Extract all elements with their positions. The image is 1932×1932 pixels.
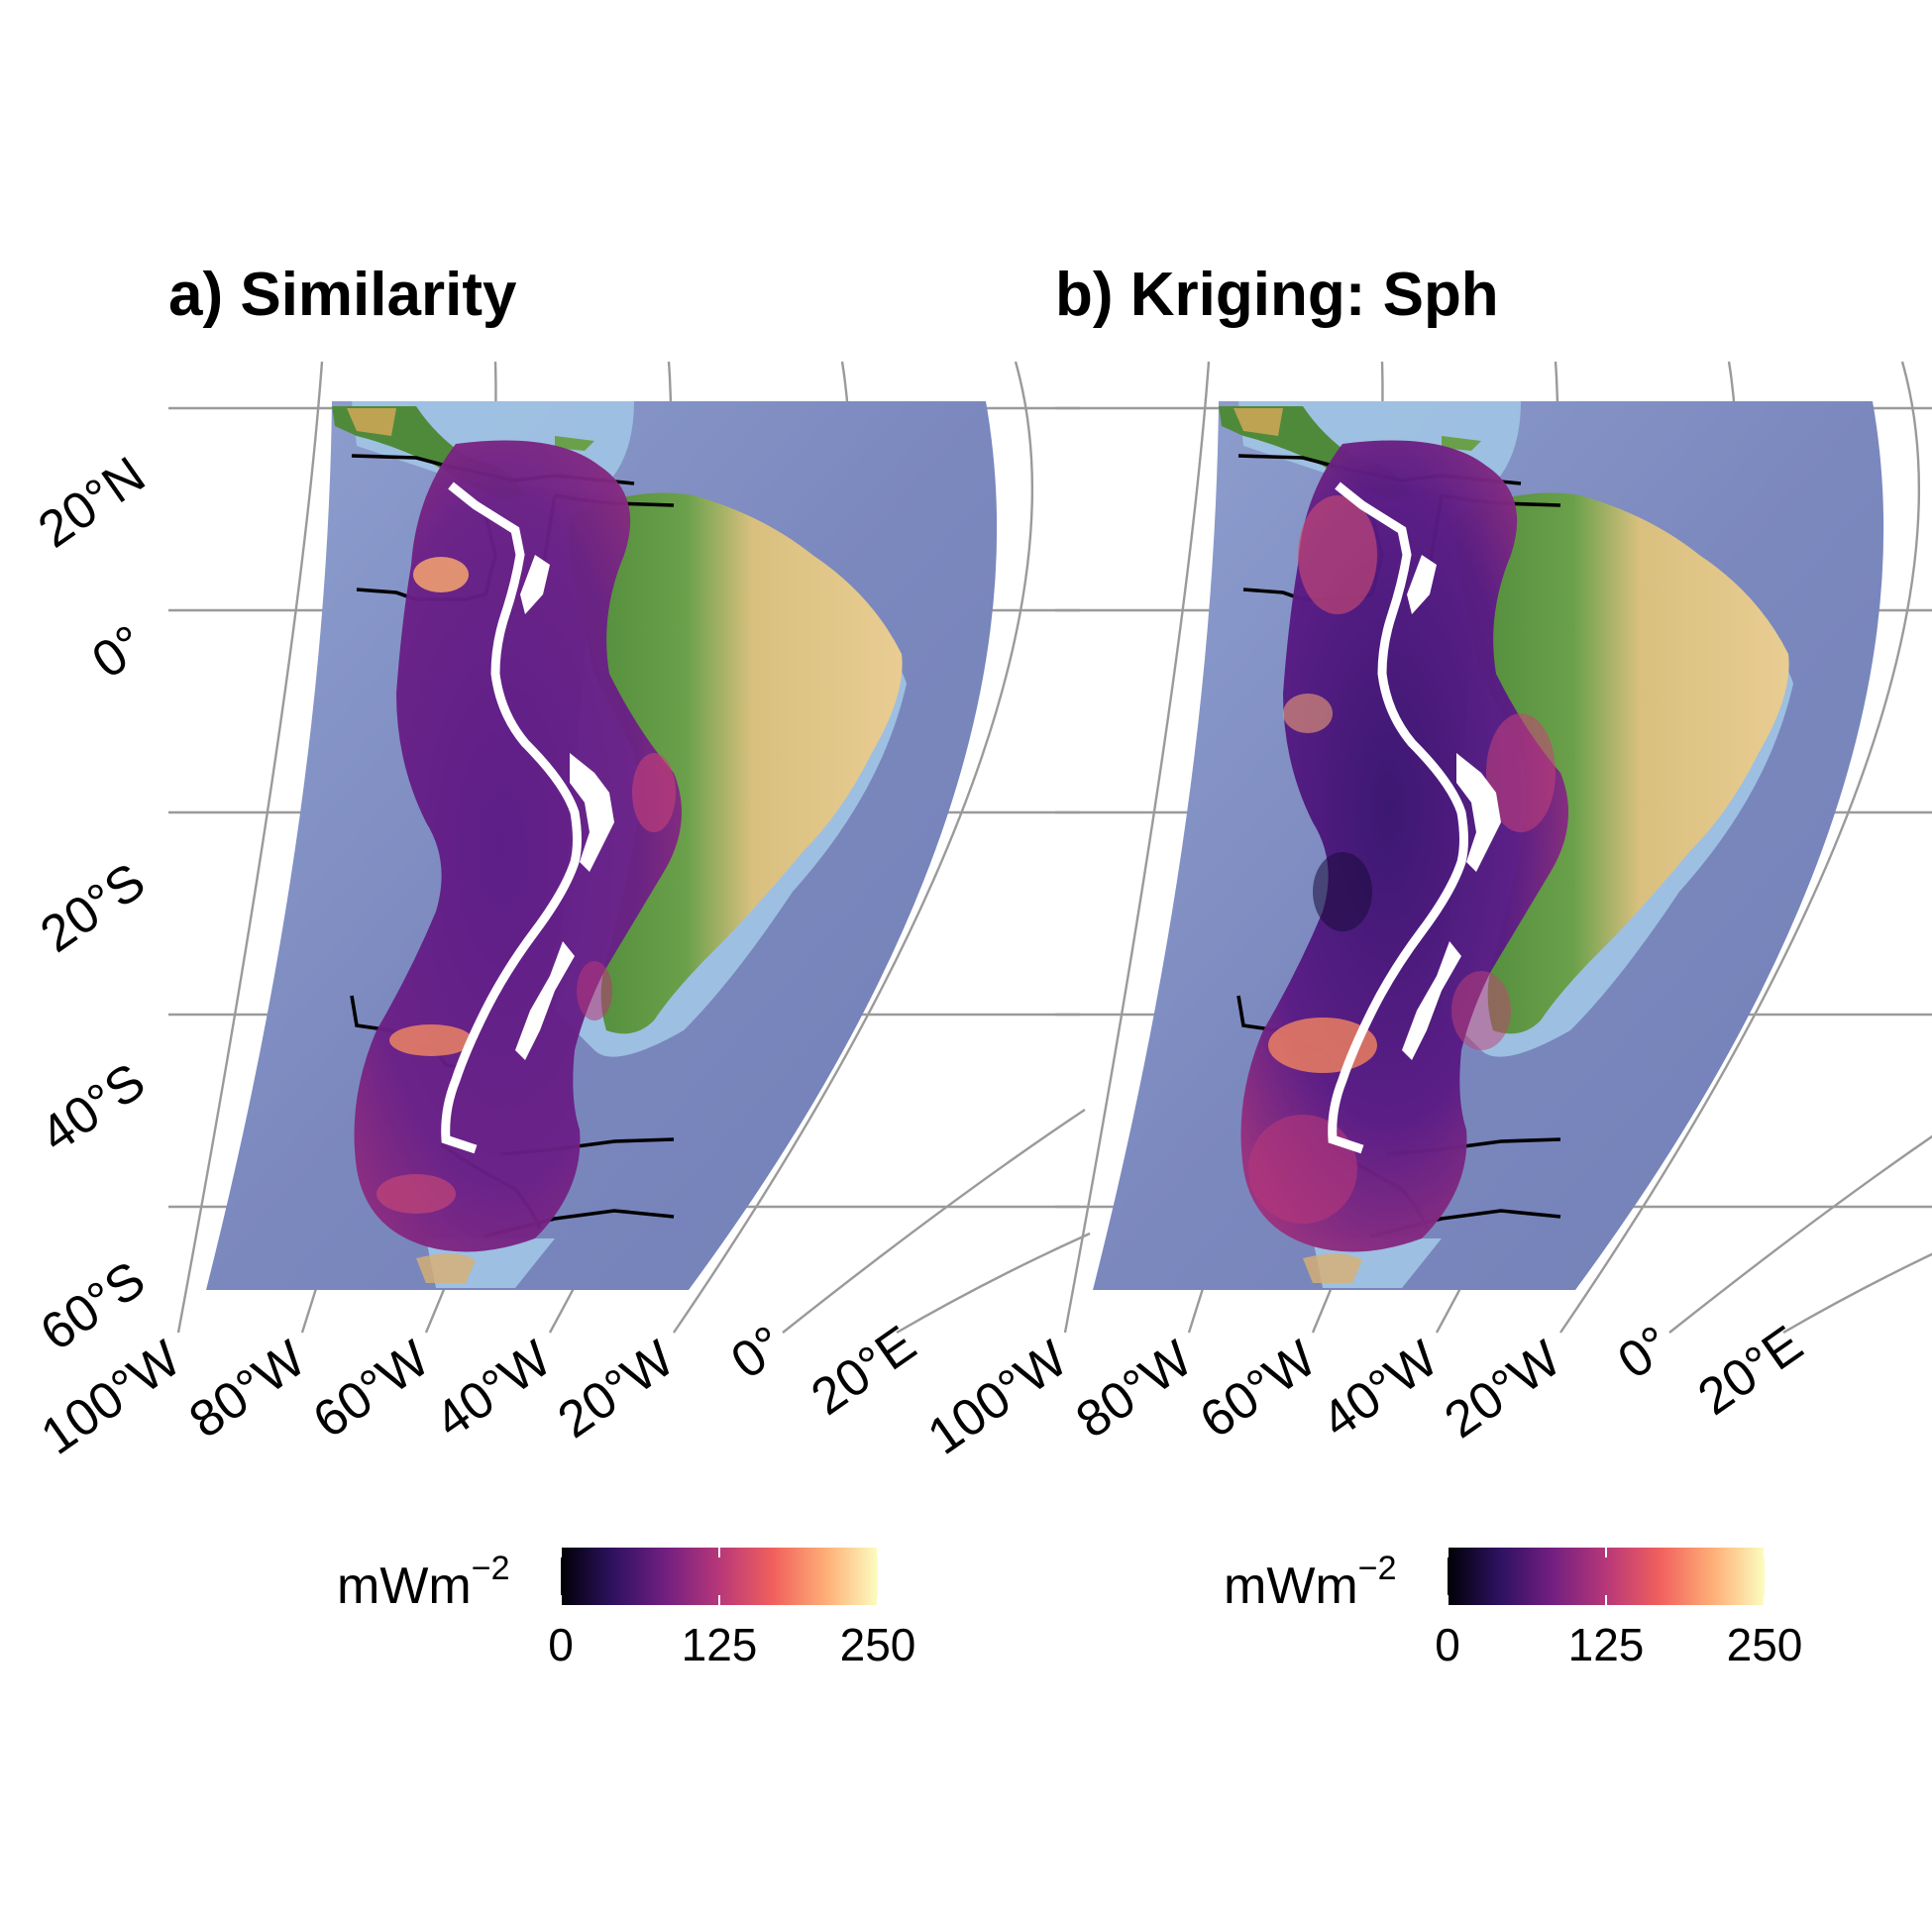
legend-a-unit: mWm (337, 1557, 472, 1615)
legend-b-tick-0: 0 (1435, 1619, 1460, 1670)
panel-b-lon-label-60w: 60°W (1190, 1330, 1327, 1449)
panel-b-lon-label-80w: 80°W (1066, 1330, 1203, 1449)
panel-b-lon-label-20w: 20°W (1435, 1330, 1571, 1449)
panel-a-map (166, 360, 1092, 1335)
panel-b-lon-label-40w: 40°W (1312, 1330, 1449, 1449)
panel-a-lat-label-20n: 20°N (28, 446, 155, 559)
panel-a-lon-label-0: 0° (721, 1315, 795, 1390)
panel-b-map (1053, 360, 1932, 1335)
legend-a: mWm−2 0 125 250 (337, 1548, 915, 1670)
legend-b-tick-125: 125 (1568, 1619, 1645, 1670)
panel-a-lat-label-0: 0° (82, 614, 156, 690)
panel-a-lon-label-20w: 20°W (548, 1330, 685, 1449)
legend-b-unit-exponent: −2 (1358, 1550, 1397, 1587)
panel-a-lat-label-40s: 40°S (31, 1052, 156, 1164)
legend-b: mWm−2 0 125 250 (1224, 1548, 1802, 1670)
panel-a-lon-label-60w: 60°W (303, 1330, 440, 1449)
panel-b: b) Kriging: Sph 20°N 100°W 80°W 60°W 40°… (917, 261, 1932, 1466)
panel-b-title: b) Kriging: Sph (1055, 261, 1499, 329)
legend-a-tick-0: 0 (548, 1619, 574, 1670)
panel-a-lat-label-20s: 20°S (31, 852, 156, 964)
legend-b-title: mWm−2 (1224, 1550, 1396, 1615)
legend-a-title: mWm−2 (337, 1550, 509, 1615)
legend-b-unit: mWm (1224, 1557, 1358, 1615)
panel-b-lon-label-0: 0° (1608, 1315, 1681, 1390)
legend-a-tick-250: 250 (840, 1619, 916, 1670)
panel-a: a) Similarity 20°N 0° 20°S 40°S 60°S 100… (28, 261, 1092, 1466)
panel-a-lon-label-80w: 80°W (179, 1330, 316, 1449)
panel-a-title: a) Similarity (168, 261, 517, 329)
legend-b-tick-250: 250 (1727, 1619, 1803, 1670)
legend-a-unit-exponent: −2 (472, 1550, 510, 1587)
panel-a-lon-label-40w: 40°W (425, 1330, 562, 1449)
legend-a-tick-125: 125 (682, 1619, 758, 1670)
panel-b-lon-label-100w: 100°W (917, 1330, 1078, 1465)
panel-a-lon-label-20e: 20°E (802, 1315, 926, 1427)
panel-b-lon-label-20e: 20°E (1688, 1315, 1813, 1427)
